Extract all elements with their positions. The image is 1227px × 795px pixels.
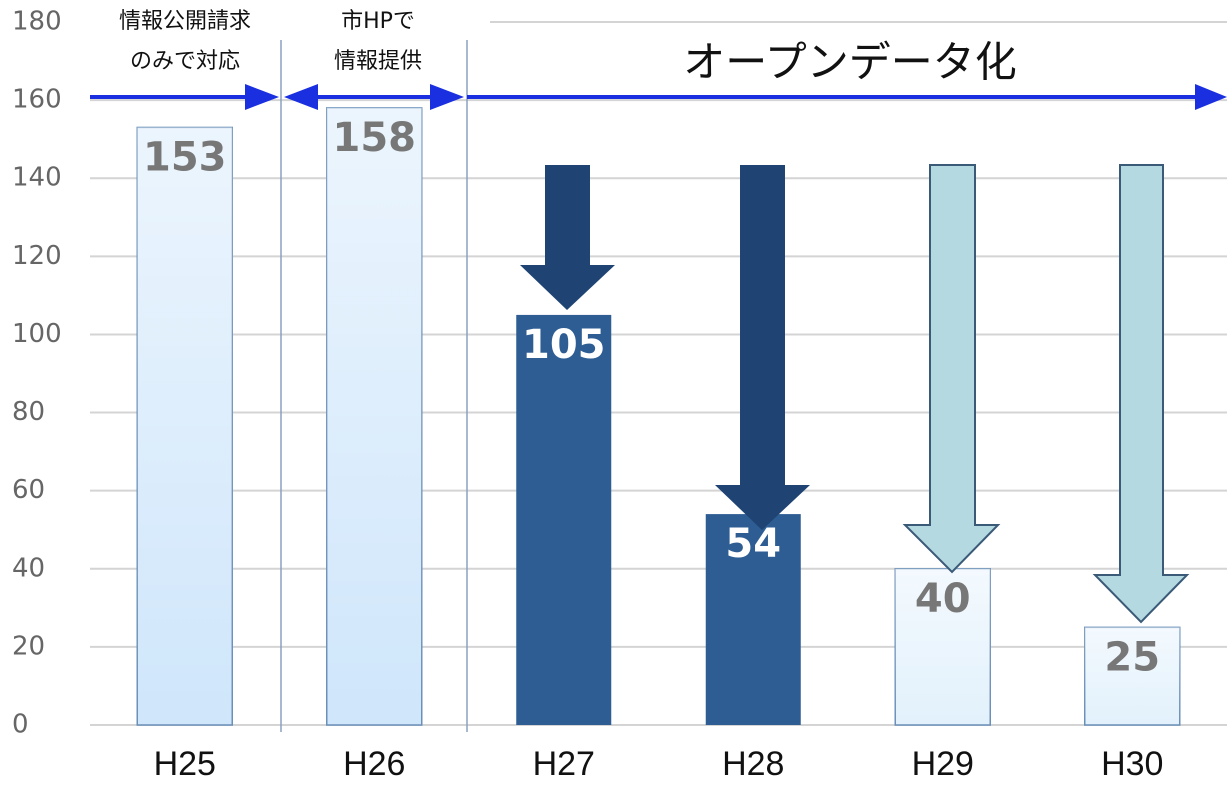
value-label: 54: [725, 521, 781, 567]
bar-shine: [326, 107, 422, 725]
annotation: 情報提供: [334, 49, 422, 74]
y-tick-label: 140: [12, 163, 62, 193]
x-tick-label: H28: [722, 745, 784, 783]
y-tick-label: 0: [12, 710, 29, 740]
y-tick-label: 180: [12, 7, 62, 37]
annotation: のみで対応: [130, 49, 240, 74]
y-tick-label: 60: [12, 475, 45, 505]
bar-shine: [137, 127, 233, 725]
bar: [516, 314, 612, 725]
y-tick-label: 20: [12, 631, 45, 661]
x-tick-label: H30: [1101, 745, 1163, 783]
y-tick-label: 40: [12, 553, 45, 583]
value-label: 105: [522, 322, 606, 368]
annotation: 情報公開請求: [119, 9, 251, 34]
bars: [136, 107, 1181, 726]
value-label: 158: [333, 115, 417, 161]
down-arrows: [520, 164, 1190, 624]
x-tick-label: H25: [154, 745, 216, 783]
grid: [90, 21, 1227, 726]
value-label: 25: [1104, 634, 1160, 680]
bar-shine: [1084, 627, 1180, 725]
bar: [705, 514, 801, 725]
y-tick-label: 160: [12, 85, 62, 115]
bar-shine: [895, 568, 991, 725]
value-label: 153: [143, 134, 227, 180]
y-tick-label: 80: [12, 397, 45, 427]
x-tick-label: H26: [343, 745, 405, 783]
x-tick-label: H27: [533, 745, 595, 783]
y-tick-label: 100: [12, 319, 62, 349]
y-tick-label: 120: [12, 241, 62, 271]
annotation: 市HPで: [341, 9, 415, 34]
x-tick-label: H29: [912, 745, 974, 783]
value-label: 40: [915, 576, 971, 622]
period-arrows: [90, 84, 1227, 110]
annotation: オープンデータ化: [683, 38, 1016, 87]
